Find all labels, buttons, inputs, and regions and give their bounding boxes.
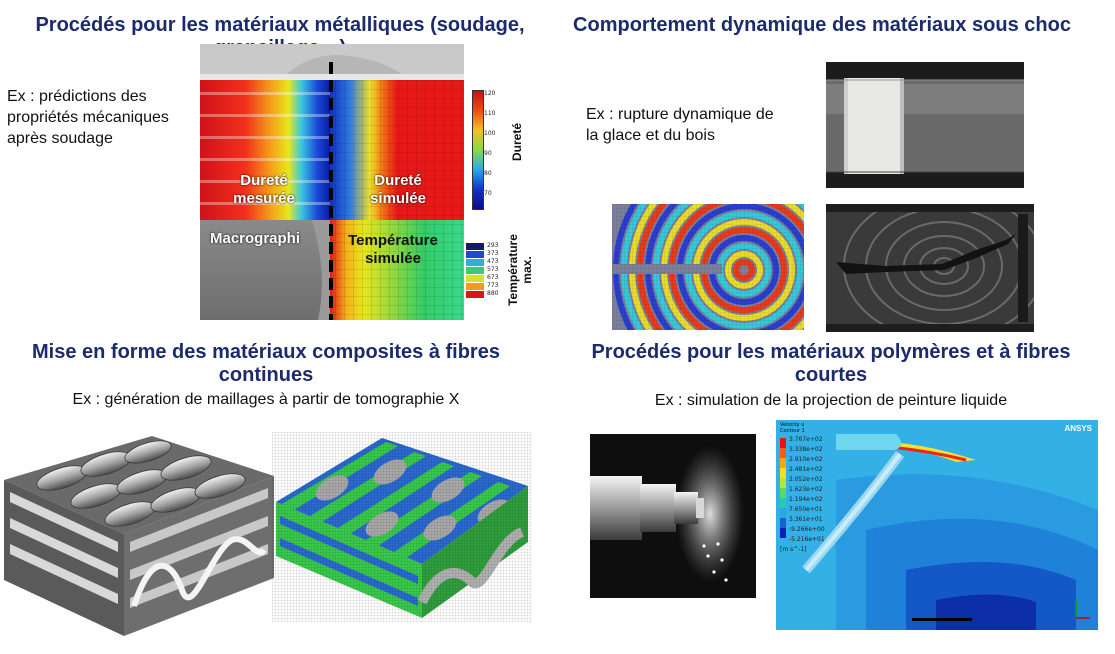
temperature-legend	[466, 243, 484, 299]
ansys-value-6: 1.194e+02	[789, 496, 823, 503]
wave-simulation	[612, 204, 804, 330]
ansys-value-3: 2.481e+02	[789, 466, 823, 473]
ansys-simulation-graphic	[776, 420, 1098, 630]
ansys-value-1: 3.338e+02	[789, 446, 823, 453]
ansys-value-7: 7.650e+01	[789, 506, 823, 513]
ansys-brand: ANSYS	[1064, 424, 1092, 433]
overlay-hardness-simulated: Dureté simulée	[370, 172, 426, 207]
temperature-axis-label: Température max.	[506, 234, 534, 306]
hardness-tick-1: 110	[484, 110, 496, 117]
polymers-title: Procédés pour les matériaux polymères et…	[591, 341, 1071, 386]
ice-bar-graphic	[826, 62, 1024, 188]
overlay-macrograph: Macrographi	[210, 230, 301, 247]
temp-tick-5: 773	[487, 282, 499, 289]
spray-nozzle-graphic	[590, 434, 756, 598]
temp-tick-4: 673	[487, 274, 499, 281]
overlay-temperature-simulated: Température simulée	[348, 232, 438, 267]
hardness-tick-0: 120	[484, 90, 496, 97]
ansys-value-2: 2.910e+02	[789, 456, 823, 463]
hardness-axis-label: Dureté	[510, 123, 524, 162]
hardness-tick-2: 100	[484, 130, 496, 137]
ansys-value-4: 2.052e+02	[789, 476, 823, 483]
hardness-tick-4: 80	[484, 170, 492, 177]
ice-bar-photo	[826, 62, 1024, 188]
composites-example: Ex : génération de maillages à partir de…	[72, 391, 460, 408]
ansys-value-9: -9.266e+00	[789, 526, 825, 533]
ansys-value-8: 3.361e+01	[789, 516, 823, 523]
hardness-tick-5: 70	[484, 190, 492, 197]
ansys-value-10: -5.216e+01	[789, 536, 825, 543]
tomography-weave-graphic	[4, 436, 274, 636]
ansys-unit: [m s^-1]	[780, 546, 807, 553]
ansys-legend-title: Velocity u Contour 1	[780, 422, 805, 434]
temp-tick-2: 473	[487, 258, 499, 265]
temp-tick-3: 573	[487, 266, 499, 273]
impact-title: Comportement dynamique des matériaux sou…	[573, 14, 1071, 36]
mesh-weave-graphic	[272, 432, 532, 622]
overlay-hardness-measured: Dureté mesurée	[233, 172, 295, 207]
spray-nozzle-photo	[590, 434, 756, 598]
weld-figure-graphic	[200, 44, 464, 320]
composites-title: Mise en forme des matériaux composites à…	[32, 341, 500, 386]
mesh-weave	[272, 432, 532, 622]
temp-tick-0: 293	[487, 242, 499, 249]
tomography-weave	[2, 430, 276, 640]
temp-tick-1: 373	[487, 250, 499, 257]
ansys-value-0: 3.767e+02	[789, 436, 823, 443]
metals-example: Ex : prédictions des propriétés mécaniqu…	[7, 88, 169, 147]
ansys-simulation: ANSYS Velocity u Contour 1 3.767e+02 3.3…	[776, 420, 1098, 630]
weld-figure	[200, 44, 464, 320]
wood-fracture-photo	[826, 204, 1034, 332]
polymers-example: Ex : simulation de la projection de pein…	[654, 392, 1008, 409]
impact-example: Ex : rupture dynamique de la glace et du…	[586, 106, 774, 144]
hardness-tick-3: 90	[484, 150, 492, 157]
temp-tick-6: 880	[487, 290, 499, 297]
ansys-value-5: 1.623e+02	[789, 486, 823, 493]
wood-fracture-graphic	[826, 204, 1034, 332]
hardness-colorbar	[472, 90, 484, 210]
wave-simulation-graphic	[612, 204, 804, 330]
